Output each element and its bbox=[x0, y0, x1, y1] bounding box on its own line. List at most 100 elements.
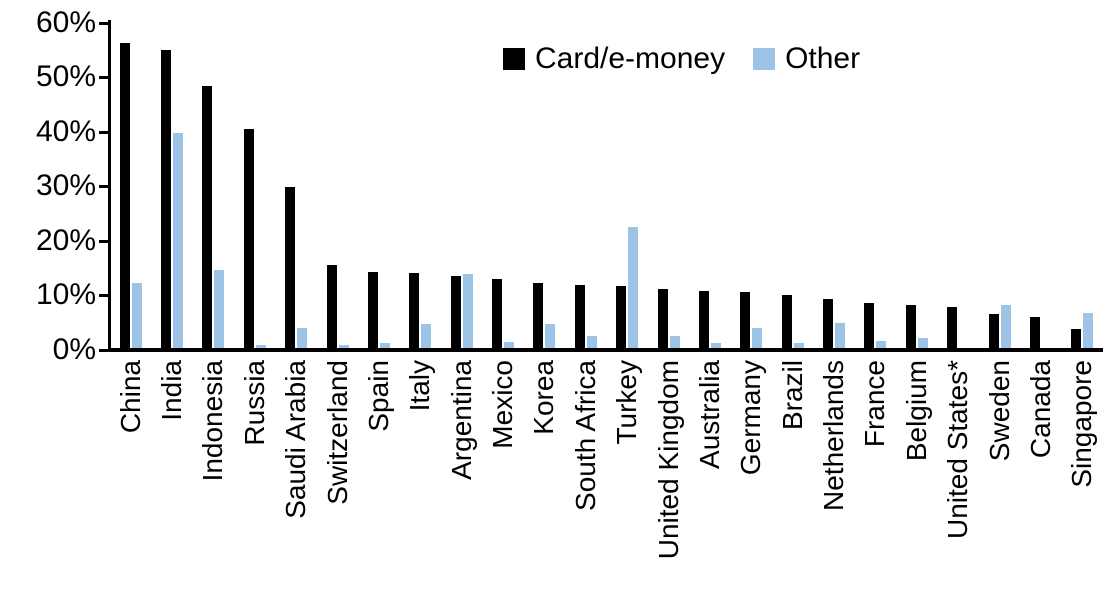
legend: Card/e-money Other bbox=[503, 44, 860, 74]
y-axis-tick bbox=[99, 294, 110, 298]
bar-other-france bbox=[876, 341, 886, 350]
bar-other-mexico bbox=[504, 342, 514, 350]
y-axis-label: 40% bbox=[35, 114, 96, 148]
x-axis-label-switzerland: Switzerland bbox=[321, 360, 355, 580]
x-axis-label-text: Argentina bbox=[446, 360, 477, 480]
x-axis-label-text: Germany bbox=[735, 360, 766, 476]
y-axis-label: 20% bbox=[35, 223, 96, 257]
bar-other-germany bbox=[752, 328, 762, 350]
y-axis-label: 10% bbox=[35, 278, 96, 312]
x-axis-label-germany: Germany bbox=[734, 360, 768, 580]
bar-other-netherlands bbox=[835, 323, 845, 350]
bar-other-sweden bbox=[1001, 305, 1011, 350]
x-axis-label-turkey: Turkey bbox=[610, 360, 644, 580]
x-axis-label-text: Russia bbox=[239, 360, 270, 446]
x-axis-label-text: Sweden bbox=[984, 360, 1015, 462]
y-axis-tick bbox=[99, 76, 110, 80]
x-axis-label-indonesia: Indonesia bbox=[196, 360, 230, 580]
bar-card-e-money-mexico bbox=[492, 279, 502, 350]
x-axis-label-korea: Korea bbox=[527, 360, 561, 580]
bar-other-russia bbox=[256, 345, 266, 350]
x-axis-label-spain: Spain bbox=[362, 360, 396, 580]
bar-other-italy bbox=[421, 324, 431, 350]
legend-swatch-card-e-money bbox=[503, 48, 525, 70]
bar-card-e-money-india bbox=[161, 50, 171, 350]
bar-card-e-money-korea bbox=[533, 283, 543, 350]
bar-card-e-money-brazil bbox=[782, 295, 792, 350]
x-axis-label-text: Saudi Arabia bbox=[280, 360, 311, 519]
x-axis-label-text: China bbox=[115, 360, 146, 434]
x-axis-label-australia: Australia bbox=[693, 360, 727, 580]
legend-label: Card/e-money bbox=[535, 42, 726, 75]
bar-card-e-money-belgium bbox=[906, 305, 916, 350]
bar-card-e-money-saudi-arabia bbox=[285, 187, 295, 350]
x-axis-label-text: South Africa bbox=[570, 360, 601, 511]
y-axis-label: 60% bbox=[35, 5, 96, 39]
x-axis-label-china: China bbox=[114, 360, 148, 580]
x-axis-label-belgium: Belgium bbox=[900, 360, 934, 580]
x-axis-label-text: Switzerland bbox=[322, 360, 353, 505]
bar-card-e-money-france bbox=[864, 303, 874, 350]
bar-other-south-africa bbox=[587, 336, 597, 350]
bar-card-e-money-united-kingdom bbox=[658, 289, 668, 350]
y-axis-tick bbox=[99, 239, 110, 243]
bar-card-e-money-united-states bbox=[947, 307, 957, 350]
bar-card-e-money-china bbox=[120, 43, 130, 350]
x-axis-label-mexico: Mexico bbox=[486, 360, 520, 580]
x-axis-label-text: Turkey bbox=[611, 360, 642, 445]
x-axis-label-india: India bbox=[155, 360, 189, 580]
x-axis-label-text: Mexico bbox=[487, 360, 518, 449]
bar-card-e-money-canada bbox=[1030, 317, 1040, 350]
x-axis-label-text: Netherlands bbox=[818, 360, 849, 511]
x-axis-label-canada: Canada bbox=[1024, 360, 1058, 580]
x-axis-label-france: France bbox=[858, 360, 892, 580]
x-axis-label-united-states: United States* bbox=[941, 360, 975, 580]
x-axis-label-text: Australia bbox=[694, 360, 725, 469]
bar-card-e-money-argentina bbox=[451, 276, 461, 350]
bar-card-e-money-russia bbox=[244, 129, 254, 350]
y-axis-tick bbox=[99, 130, 110, 134]
bar-other-indonesia bbox=[214, 270, 224, 350]
x-axis-label-text: Spain bbox=[363, 360, 394, 432]
x-axis-label-text: United States* bbox=[942, 360, 973, 539]
legend-label: Other bbox=[785, 42, 861, 75]
bar-other-argentina bbox=[463, 274, 473, 350]
x-axis-label-brazil: Brazil bbox=[776, 360, 810, 580]
x-axis-label-saudi-arabia: Saudi Arabia bbox=[279, 360, 313, 580]
x-axis-label-text: Canada bbox=[1025, 360, 1056, 459]
bar-card-e-money-sweden bbox=[989, 314, 999, 350]
y-axis-label: 30% bbox=[35, 169, 96, 203]
legend-item-card-e-money: Card/e-money bbox=[503, 44, 725, 74]
bar-other-india bbox=[173, 133, 183, 350]
legend-swatch-other bbox=[753, 48, 776, 70]
x-axis-label-text: Indonesia bbox=[197, 360, 228, 482]
bar-card-e-money-spain bbox=[368, 272, 378, 350]
x-axis-label-united-kingdom: United Kingdom bbox=[652, 360, 686, 580]
bar-card-e-money-germany bbox=[740, 292, 750, 350]
x-axis-label-text: Korea bbox=[528, 360, 559, 435]
bar-other-singapore bbox=[1083, 313, 1093, 350]
x-axis-label-text: Singapore bbox=[1066, 360, 1097, 488]
bar-card-e-money-switzerland bbox=[327, 265, 337, 350]
bar-other-china bbox=[132, 283, 142, 350]
x-axis-label-argentina: Argentina bbox=[445, 360, 479, 580]
x-axis bbox=[108, 348, 1103, 352]
bar-card-e-money-singapore bbox=[1071, 329, 1081, 350]
bar-other-turkey bbox=[628, 227, 638, 350]
bar-other-brazil bbox=[794, 343, 804, 350]
bar-other-spain bbox=[380, 343, 390, 350]
x-axis-label-text: India bbox=[156, 360, 187, 421]
y-axis-label: 50% bbox=[35, 60, 96, 94]
x-axis-label-south-africa: South Africa bbox=[569, 360, 603, 580]
x-axis-label-netherlands: Netherlands bbox=[817, 360, 851, 580]
bar-other-saudi-arabia bbox=[297, 328, 307, 350]
y-axis-label: 0% bbox=[52, 333, 96, 366]
bar-other-australia bbox=[711, 343, 721, 350]
x-axis-label-text: Belgium bbox=[901, 360, 932, 462]
bar-card-e-money-south-africa bbox=[575, 285, 585, 350]
bar-other-switzerland bbox=[339, 345, 349, 350]
bar-other-united-kingdom bbox=[670, 336, 680, 350]
x-axis-label-singapore: Singapore bbox=[1065, 360, 1099, 580]
x-axis-label-russia: Russia bbox=[238, 360, 272, 580]
